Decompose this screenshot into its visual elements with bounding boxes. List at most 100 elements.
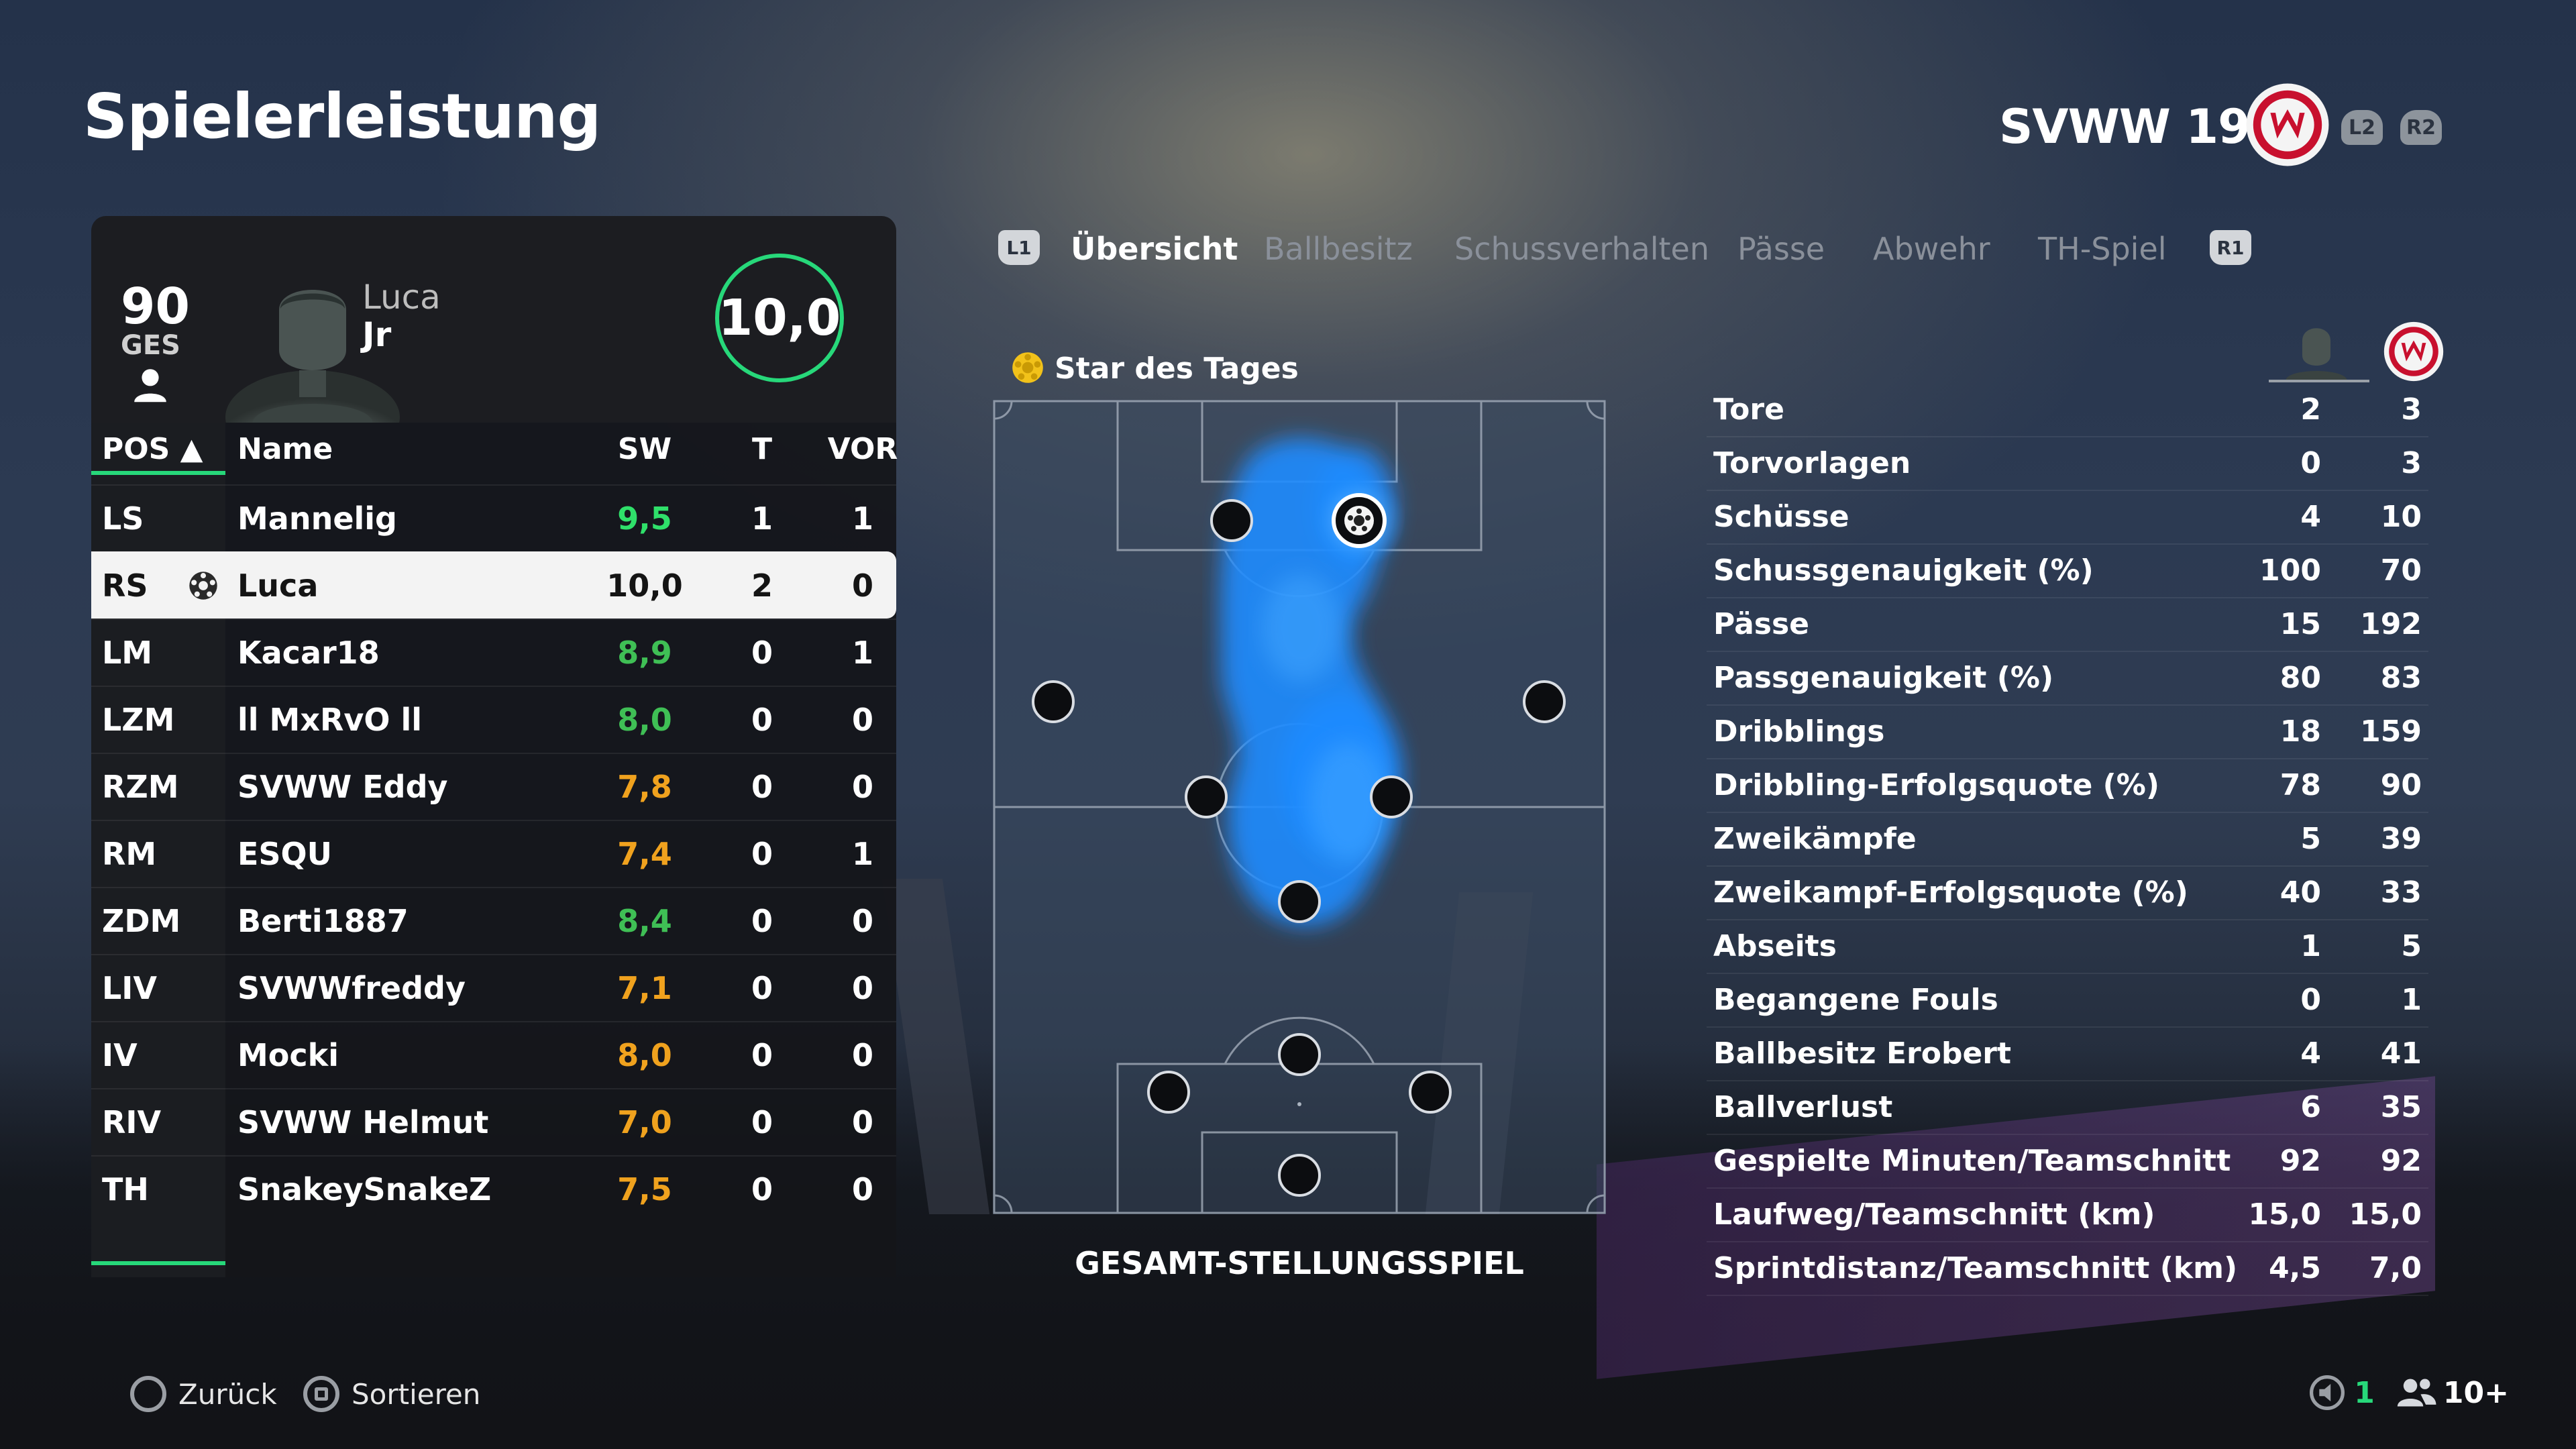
stat-label: Schüsse (1713, 500, 1849, 534)
lobby-status: 1 10+ (2310, 1371, 2509, 1414)
header-vor[interactable]: VOR (827, 432, 898, 466)
table-row[interactable]: RIV SVWW Helmut 7,0 0 0 (91, 1088, 896, 1155)
player-count: 10+ (2443, 1375, 2509, 1410)
row-goals: 0 (751, 635, 773, 671)
row-assists: 1 (851, 635, 873, 671)
stat-team-value: 159 (2360, 714, 2422, 749)
table-row[interactable]: LM Kacar18 8,9 0 1 (91, 619, 896, 686)
stat-team-value: 33 (2380, 875, 2422, 910)
r1-button[interactable]: R1 (2210, 230, 2251, 265)
lineup-table: POS ▲ Name SW T VOR LS Mannelig 9,5 1 1 RS Luc… (91, 423, 898, 1277)
stat-row: Schüsse 4 10 (1707, 491, 2428, 545)
table-row[interactable]: LS Mannelig 9,5 1 1 (91, 484, 896, 551)
back-button[interactable]: Zurück (130, 1374, 277, 1414)
player-card: 90 GES Luca Jr 10,0 (91, 216, 896, 423)
stat-player-value: 100 (2259, 553, 2321, 588)
row-position: RZM (102, 769, 179, 805)
table-row[interactable]: IV Mocki 8,0 0 0 (91, 1021, 896, 1088)
row-position: LS (102, 500, 144, 537)
row-player-name: SVWW Eddy (237, 769, 448, 805)
row-goals: 1 (751, 500, 773, 537)
stat-row: Zweikampf-Erfolgsquote (%) 40 33 (1707, 867, 2428, 920)
stat-label: Laufweg/Teamschnitt (km) (1713, 1197, 2155, 1232)
table-row[interactable]: LIV SVWWfreddy 7,1 0 0 (91, 954, 896, 1021)
stat-label: Begangene Fouls (1713, 983, 1998, 1017)
table-row[interactable]: RM ESQU 7,4 0 1 (91, 820, 896, 887)
stat-team-value: 39 (2380, 822, 2422, 856)
row-player-name: ESQU (237, 836, 333, 872)
row-position: LZM (102, 702, 175, 738)
table-row[interactable]: LZM ll MxRvO ll 8,0 0 0 (91, 686, 896, 753)
person-icon (134, 369, 166, 402)
stat-row: Schussgenauigkeit (%) 100 70 (1707, 545, 2428, 598)
l2-button[interactable]: L2 (2341, 110, 2383, 145)
row-rating: 8,4 (617, 903, 672, 939)
row-assists: 1 (851, 500, 873, 537)
stats-list: Tore 2 3 Torvorlagen 0 3 Schüsse 4 10 Schussgenau… (1707, 384, 2428, 1296)
stat-row: Zweikämpfe 5 39 (1707, 813, 2428, 867)
r2-button[interactable]: R2 (2400, 110, 2442, 145)
player-last-name: Jr (362, 315, 392, 354)
table-row[interactable]: RS Luca 10,0 2 0 (91, 551, 896, 619)
stat-player-value: 1 (2300, 929, 2321, 963)
header-name[interactable]: Name (237, 432, 333, 466)
stat-row: Abseits 1 5 (1707, 920, 2428, 974)
stat-row: Dribbling-Erfolgsquote (%) 78 90 (1707, 759, 2428, 813)
tab-uebersicht[interactable]: Übersicht (1071, 231, 1238, 267)
stat-row: Tore 2 3 (1707, 384, 2428, 437)
header-pos[interactable]: POS ▲ (102, 432, 203, 466)
stat-player-value: 0 (2300, 983, 2321, 1017)
row-assists: 0 (851, 970, 873, 1006)
header-sw[interactable]: SW (617, 432, 672, 466)
row-assists: 0 (851, 1037, 873, 1073)
speaker-count: 1 (2354, 1375, 2375, 1410)
page-title: Spielerleistung (83, 80, 601, 152)
sort-button[interactable]: Sortieren (303, 1374, 480, 1414)
l1-button[interactable]: L1 (998, 230, 1040, 265)
tab-th-spiel[interactable]: TH-Spiel (2038, 231, 2167, 267)
stat-label: Zweikampf-Erfolgsquote (%) (1713, 875, 2188, 910)
stat-team-value: 192 (2360, 607, 2422, 641)
star-of-the-match-label: Star des Tages (1055, 352, 1299, 386)
stat-team-value: 15,0 (2349, 1197, 2422, 1232)
stat-label: Schussgenauigkeit (%) (1713, 553, 2094, 588)
row-rating: 8,0 (617, 1037, 672, 1073)
row-position: RIV (102, 1104, 162, 1140)
overall-label: GES (121, 330, 180, 361)
tab-abwehr[interactable]: Abwehr (1873, 231, 1990, 267)
stat-player-value: 15 (2279, 607, 2321, 641)
row-rating: 7,0 (617, 1104, 672, 1140)
stat-row: Dribblings 18 159 (1707, 706, 2428, 759)
player-avatar-icon (2286, 328, 2347, 381)
row-position: LM (102, 635, 153, 671)
stat-label: Tore (1713, 392, 1784, 427)
row-assists: 0 (851, 1171, 873, 1208)
stat-label: Sprintdistanz/Teamschnitt (km) (1713, 1251, 2238, 1285)
table-row[interactable]: ZDM Berti1887 8,4 0 0 (91, 887, 896, 954)
star-of-the-match-icon (1012, 352, 1043, 383)
table-row[interactable]: RZM SVWW Eddy 7,8 0 0 (91, 753, 896, 820)
header-t[interactable]: T (751, 432, 772, 466)
row-position: RM (102, 836, 157, 872)
row-position: LIV (102, 970, 158, 1006)
row-goals: 0 (751, 1171, 773, 1208)
stat-player-value: 0 (2300, 446, 2321, 480)
stat-team-value: 5 (2401, 929, 2422, 963)
row-position: TH (102, 1171, 149, 1208)
stat-player-value: 5 (2300, 822, 2321, 856)
tab-ballbesitz[interactable]: Ballbesitz (1264, 231, 1413, 267)
stat-player-value: 40 (2279, 875, 2321, 910)
row-goals: 0 (751, 769, 773, 805)
match-rating: 10,0 (715, 254, 844, 382)
stat-player-value: 18 (2279, 714, 2321, 749)
row-rating: 7,5 (617, 1171, 672, 1208)
row-goals: 0 (751, 1104, 773, 1140)
stat-row: Sprintdistanz/Teamschnitt (km) 4,5 7,0 (1707, 1242, 2428, 1296)
table-row[interactable]: TH SnakeySnakeZ 7,5 0 0 (91, 1155, 896, 1222)
tab-paesse[interactable]: Pässe (1737, 231, 1825, 267)
stat-player-value: 15,0 (2248, 1197, 2321, 1232)
stat-row: Ballbesitz Erobert 4 41 (1707, 1028, 2428, 1081)
tab-schussverhalten[interactable]: Schussverhalten (1454, 231, 1709, 267)
stat-player-value: 6 (2300, 1090, 2321, 1124)
speaker-icon (2310, 1375, 2345, 1410)
